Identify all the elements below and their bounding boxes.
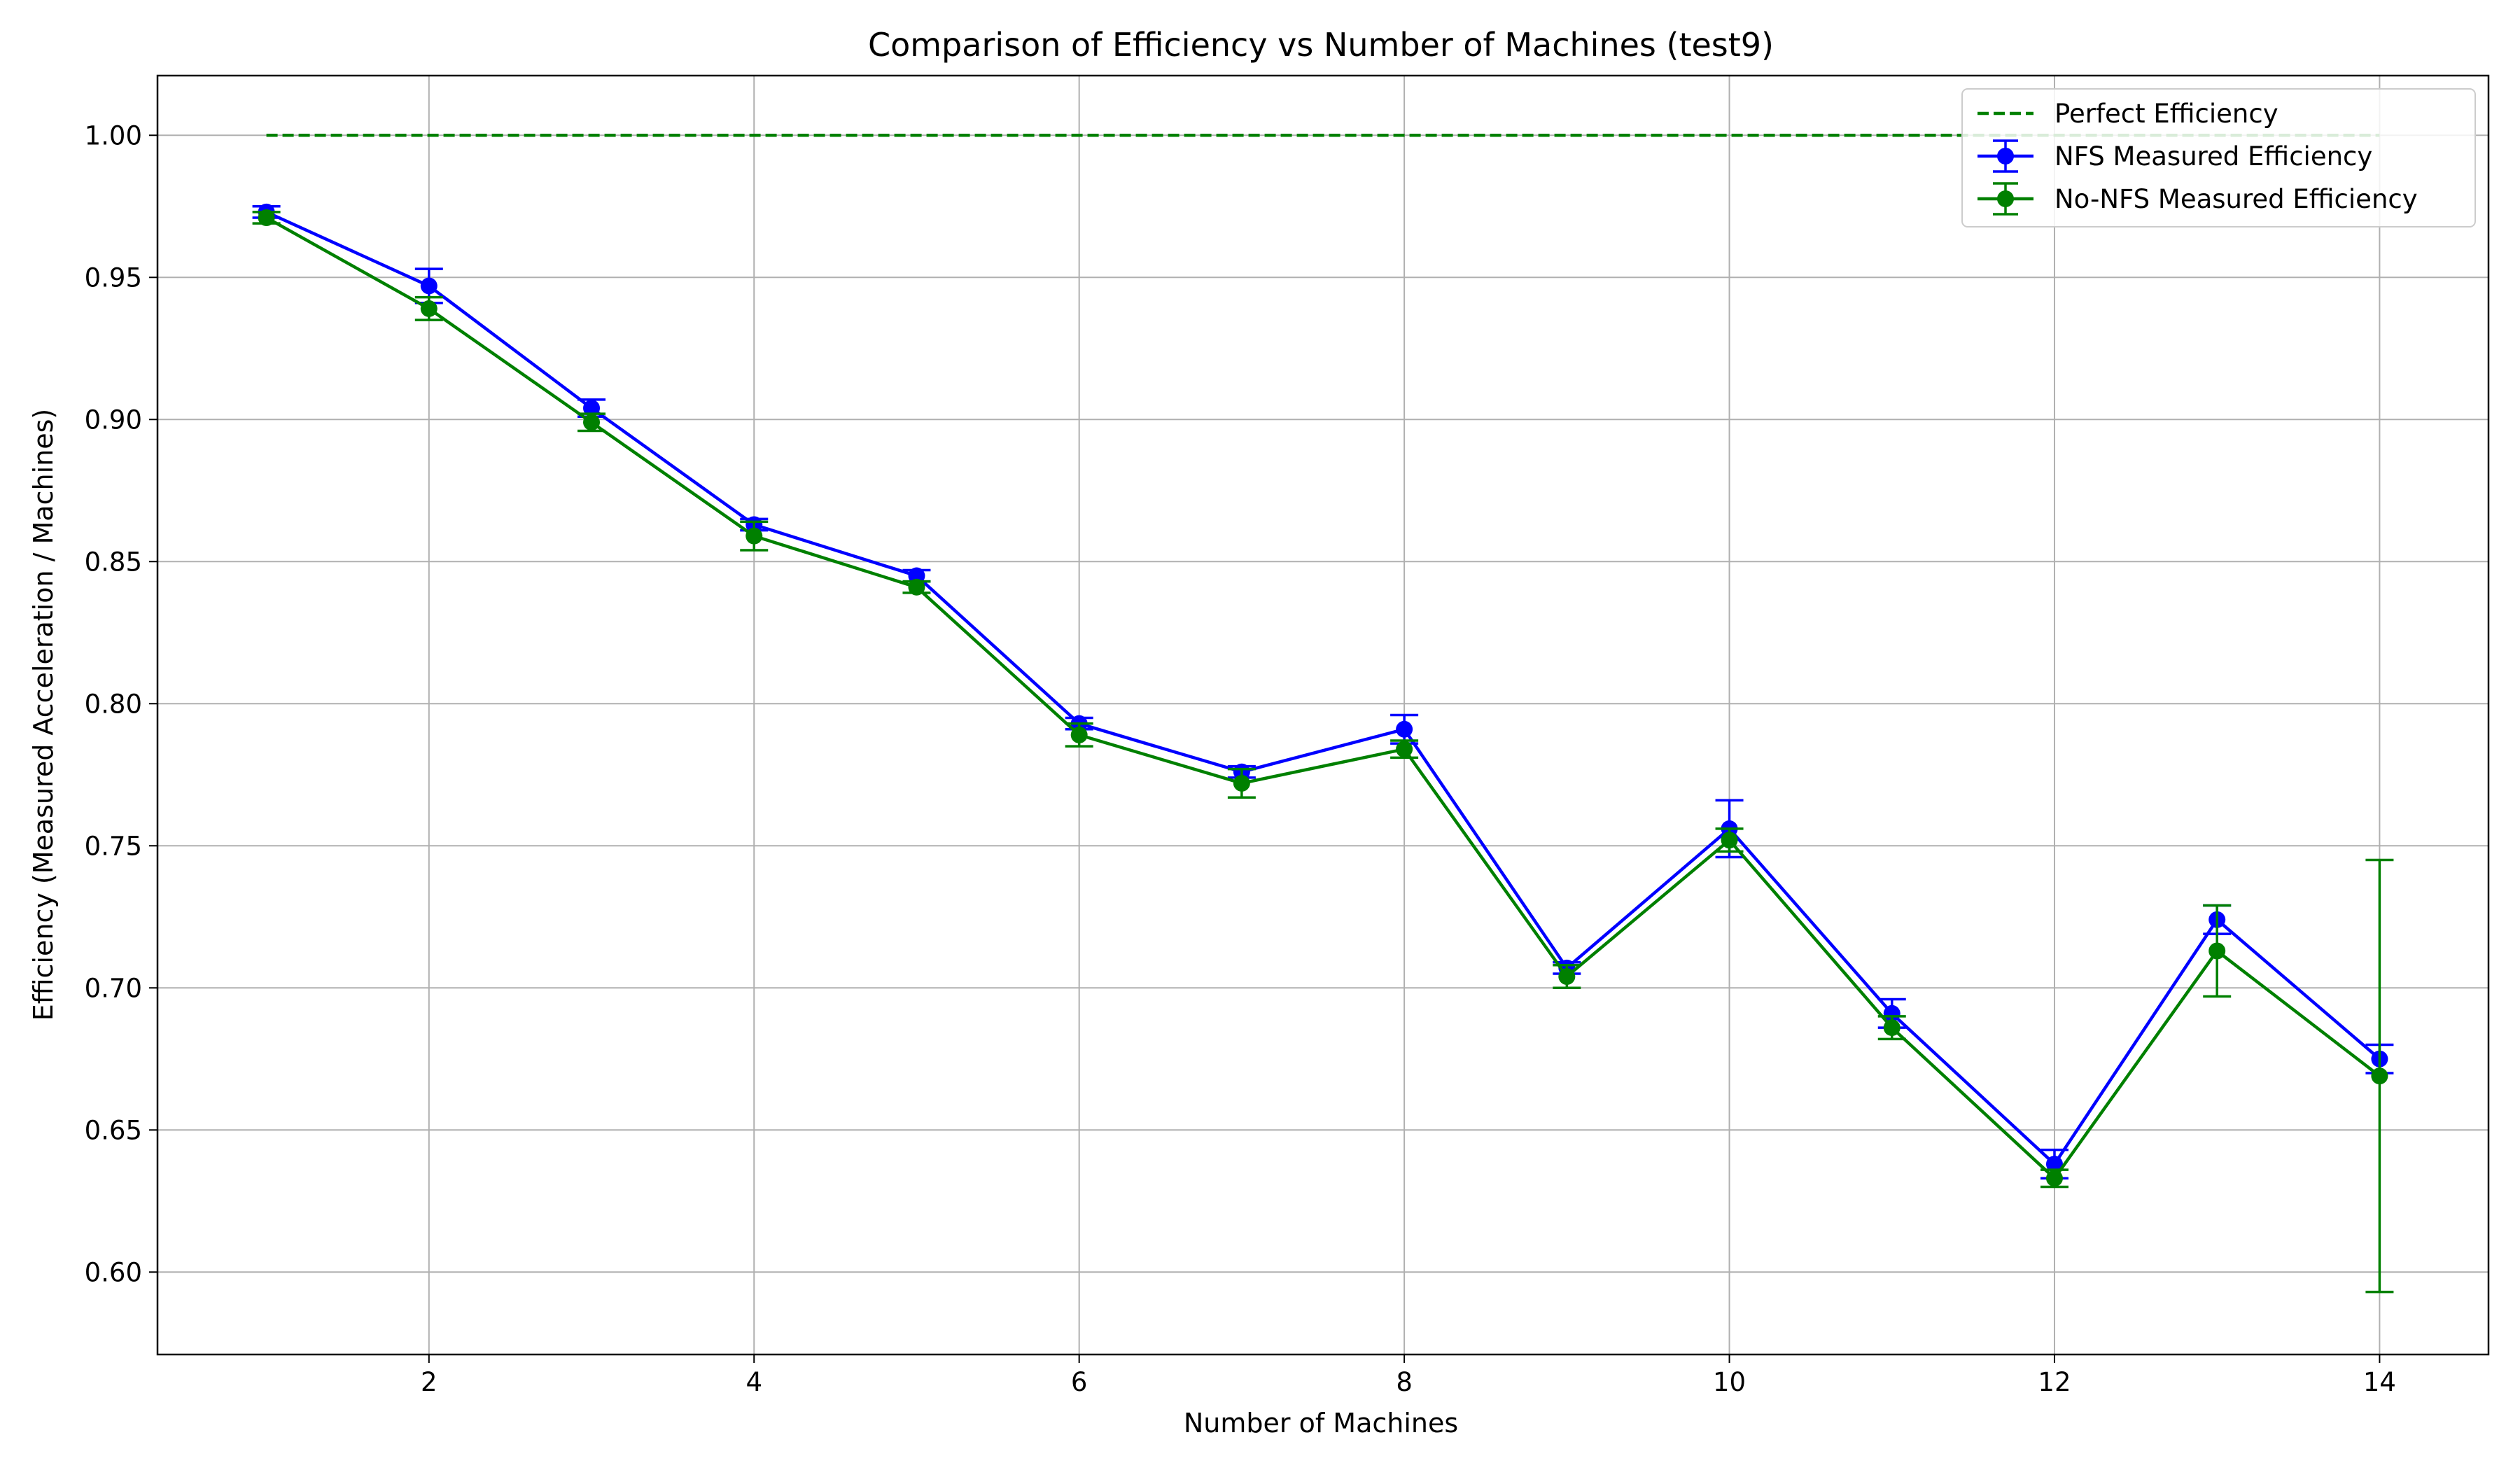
legend-label: No-NFS Measured Efficiency [2054,184,2418,214]
legend-label: Perfect Efficiency [2054,99,2278,129]
series-line [265,216,2381,1181]
data-point [1721,832,1738,849]
data-point [2371,1068,2388,1085]
x-tick-label: 2 [421,1367,438,1397]
series-no-nfs [252,209,2394,1294]
x-tick-label: 4 [746,1367,762,1397]
y-tick-label: 1.00 [85,120,142,150]
series-nfs [252,203,2394,1180]
x-tick-label: 12 [2038,1367,2071,1397]
x-tick-label: 14 [2363,1367,2396,1397]
legend-marker [1997,190,2014,207]
legend: Perfect Efficiency NFS Measured Efficienc… [1961,88,2476,227]
legend-box [1961,88,2476,227]
chart-title: Comparison of Efficiency vs Number of Ma… [868,26,1774,64]
x-tick-label: 8 [1396,1367,1413,1397]
data-point [583,414,601,431]
data-point [908,578,925,596]
plot-series [252,134,2394,1294]
y-tick-label: 0.75 [85,831,142,861]
data-point [420,300,438,317]
data-point [420,277,438,295]
y-tick-label: 0.85 [85,547,142,577]
data-point [1233,774,1250,792]
y-tick-label: 0.95 [85,262,142,293]
data-point [1070,726,1088,743]
data-point [2208,942,2226,960]
y-tick-label: 0.70 [85,973,142,1003]
data-point [1883,1004,1900,1022]
data-point [1396,720,1413,738]
grid-lines [158,76,2488,1354]
series-line [265,210,2381,1167]
x-axis-title: Number of Machines [1184,1408,1458,1438]
data-point [1883,1019,1900,1037]
y-tick-label: 0.90 [85,405,142,435]
x-ticks: 2 4 6 8 10 12 14 [421,1354,2396,1397]
y-tick-label: 0.60 [85,1257,142,1287]
plot-frame [156,74,2490,1356]
legend-label: NFS Measured Efficiency [2054,141,2372,172]
data-point [2045,1170,2063,1187]
data-point [583,400,601,417]
legend-marker [1997,148,2014,164]
y-tick-label: 0.65 [85,1115,142,1145]
y-ticks: 0.60 0.65 0.70 0.75 0.80 0.85 0.90 0.95 1.00 [85,120,158,1287]
x-tick-label: 6 [1071,1367,1088,1397]
data-point [2045,1155,2063,1172]
data-point [1396,741,1413,758]
y-axis-title: Efficiency (Measured Acceleration / Mach… [28,409,59,1021]
x-tick-label: 10 [1713,1367,1746,1397]
y-tick-label: 0.80 [85,689,142,719]
data-point [1558,968,1576,986]
data-point [258,209,275,226]
data-point [746,527,763,545]
